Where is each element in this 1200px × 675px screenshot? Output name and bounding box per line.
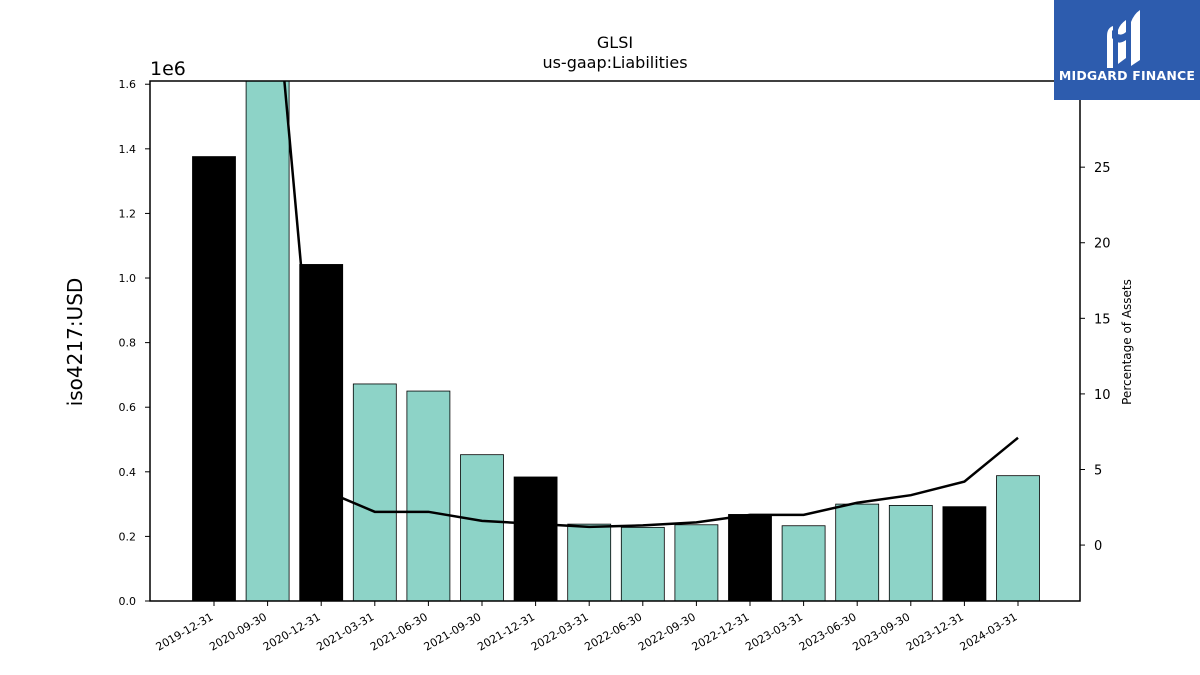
- y-tick-label: 0.6: [119, 401, 137, 414]
- x-tick-label: 2024-03-31: [958, 610, 1020, 653]
- x-tick-label: 2023-06-30: [797, 610, 859, 653]
- bar: [406, 390, 451, 602]
- y-tick-label: 0.2: [119, 530, 137, 543]
- midgard-m-logo-icon: [1107, 10, 1140, 68]
- x-tick-label: 2020-12-31: [261, 610, 323, 653]
- bar: [674, 524, 719, 602]
- y-axis-offset-label: 1e6: [150, 58, 186, 80]
- x-tick-label: 2020-09-30: [207, 610, 269, 653]
- bar: [781, 525, 826, 602]
- x-tick-label: 2022-06-30: [582, 610, 644, 653]
- bar: [513, 476, 558, 602]
- x-tick-label: 2022-09-30: [636, 610, 698, 653]
- brand-logo: MIDGARD FINANCE: [1054, 0, 1200, 100]
- y2-tick-label: 5: [1094, 463, 1102, 478]
- plot-frame: [149, 80, 1081, 602]
- y2-tick-label: 0: [1094, 539, 1102, 554]
- percentage-line: [283, 81, 1019, 529]
- bar: [245, 80, 290, 602]
- y2-tick-label: 10: [1094, 388, 1111, 403]
- y2-tick-label: 20: [1094, 237, 1111, 252]
- x-tick-label: 2021-03-31: [314, 610, 376, 653]
- x-tick-label: 2019-12-31: [154, 610, 216, 653]
- bar: [942, 506, 987, 602]
- bar: [460, 454, 504, 602]
- x-tick-label: 2023-12-31: [904, 610, 966, 653]
- bar: [728, 514, 772, 602]
- bar: [192, 156, 236, 602]
- y-tick-label: 1.2: [119, 207, 137, 220]
- brand-name: MIDGARD FINANCE: [1058, 68, 1196, 83]
- x-tick-label: 2021-09-30: [422, 610, 484, 653]
- y-tick-label: 0.0: [119, 595, 137, 608]
- y2-tick-label: 25: [1094, 161, 1111, 176]
- y-axis-label: iso4217:USD: [63, 278, 87, 407]
- chart-subtitle: us-gaap:Liabilities: [542, 53, 687, 72]
- x-tick-label: 2021-06-30: [368, 610, 430, 653]
- y2-tick-label: 15: [1094, 312, 1111, 327]
- x-tick-label: 2022-03-31: [529, 610, 591, 653]
- bar: [888, 504, 933, 602]
- x-tick-label: 2023-09-30: [850, 610, 912, 653]
- bar: [567, 523, 612, 602]
- bar: [620, 526, 665, 602]
- bar: [835, 503, 880, 602]
- y2-axis-label: Percentage of Assets: [1120, 279, 1134, 405]
- y-tick-label: 0.4: [119, 466, 137, 479]
- chart-title: GLSI: [597, 33, 633, 52]
- bar: [352, 383, 397, 602]
- y-tick-label: 1.4: [119, 143, 137, 156]
- x-tick-label: 2021-12-31: [475, 610, 537, 653]
- x-tick-label: 2022-12-31: [690, 610, 752, 653]
- x-tick-label: 2023-03-31: [743, 610, 805, 653]
- y-tick-label: 1.0: [119, 272, 137, 285]
- y-tick-label: 1.6: [119, 78, 137, 91]
- y-tick-label: 0.8: [119, 337, 137, 350]
- bar: [996, 475, 1040, 602]
